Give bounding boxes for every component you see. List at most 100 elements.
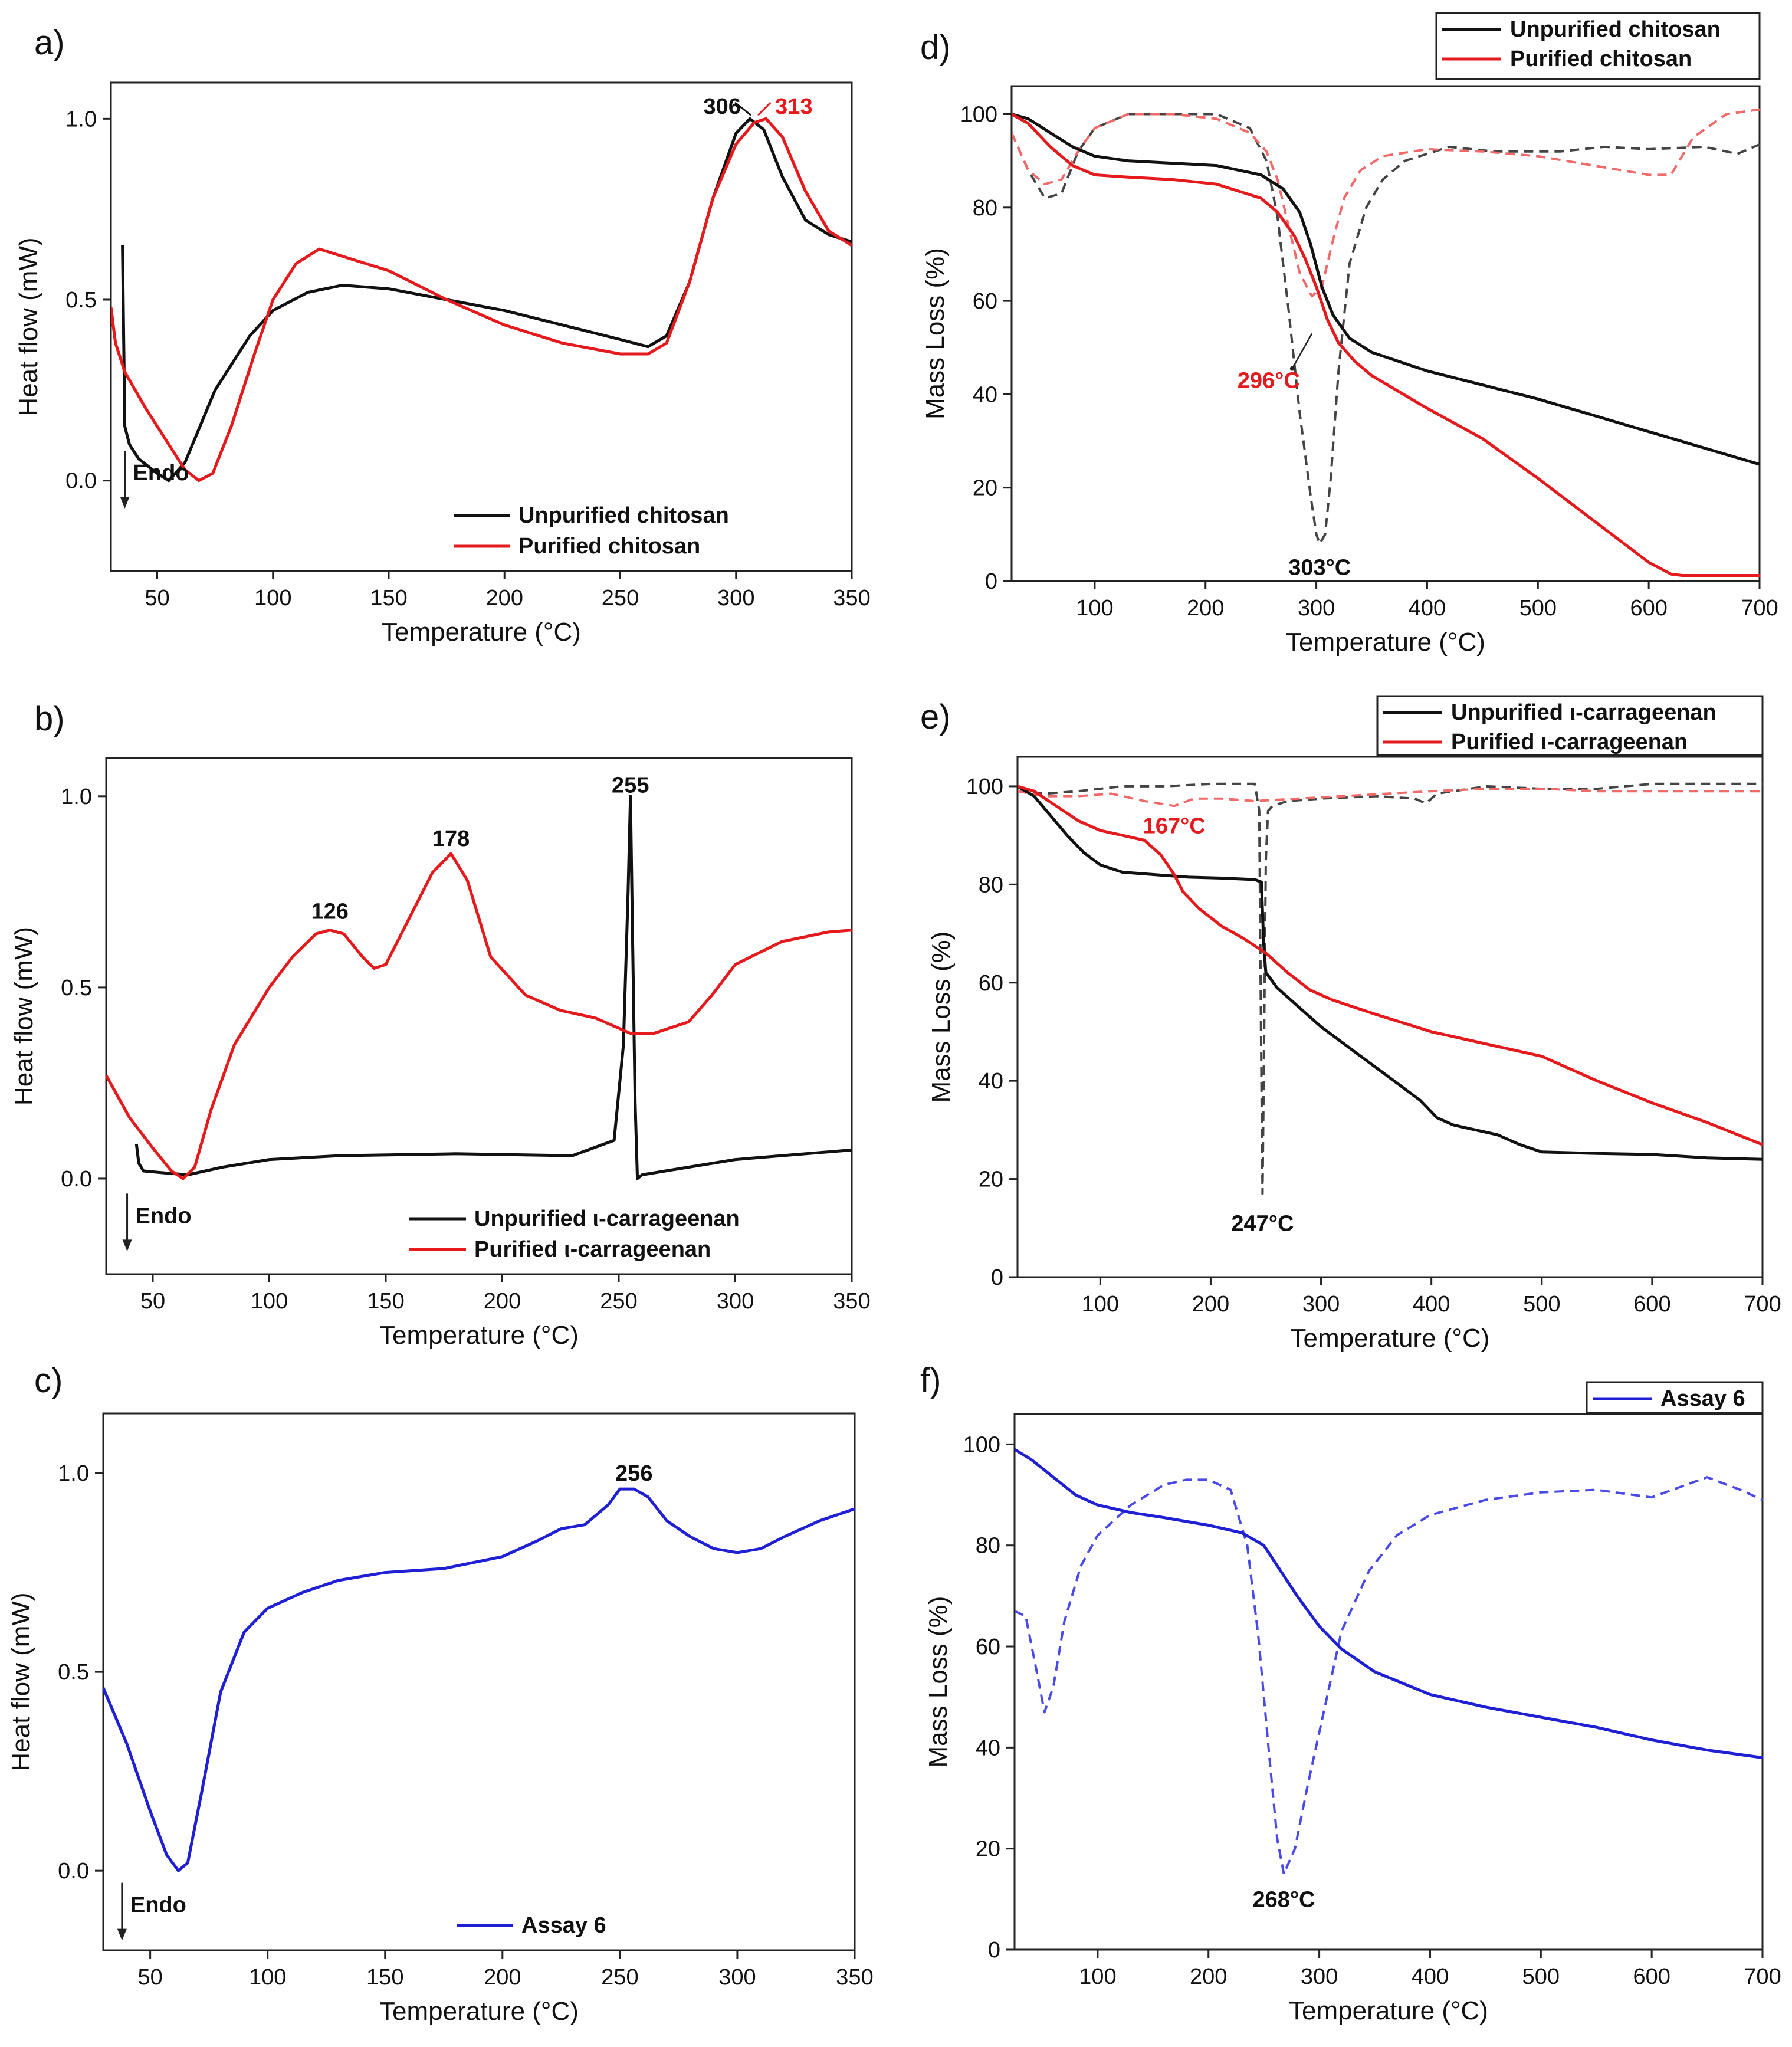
y-tick-label: 0.0 [65, 469, 97, 494]
x-tick-label: 300 [718, 1965, 756, 1990]
series-line-purified-chitosan-dtg [1012, 108, 1760, 298]
legend-label: Purified chitosan [1510, 47, 1692, 71]
x-tick-label: 400 [1409, 596, 1446, 621]
y-tick-label: 0.0 [61, 1167, 92, 1192]
y-tick-label: 80 [976, 1534, 1000, 1559]
x-tick-label: 200 [1187, 596, 1224, 621]
x-tick-label: 100 [254, 586, 291, 611]
legend-box [1376, 695, 1764, 756]
peak-annotation: 296°C [1238, 369, 1300, 393]
x-tick-label: 700 [1744, 1964, 1781, 1989]
y-tick-label: 60 [979, 971, 1003, 996]
series-line-unpurified-carrageenan [134, 795, 852, 1180]
legend-label: Unpurified chitosan [518, 503, 729, 528]
y-axis-title: Mass Loss (%) [921, 248, 950, 419]
plot-frame [1010, 85, 1761, 582]
y-tick-label: 80 [979, 872, 1003, 897]
series-line-unpurified-carrageenan [1018, 785, 1763, 1161]
x-tick-label: 150 [366, 1965, 403, 1990]
plot-frame [1013, 1413, 1764, 1951]
y-tick-label: 20 [973, 476, 997, 501]
plot-frame [110, 81, 853, 572]
y-tick-label: 0 [988, 1938, 1000, 1963]
annotation-arrow-head-icon [1289, 366, 1295, 371]
endo-arrow-head-icon [122, 1239, 132, 1252]
peak-annotation: 268°C [1252, 1887, 1315, 1912]
x-axis-title: Temperature (°C) [379, 1321, 579, 1350]
x-tick-label: 500 [1519, 596, 1557, 621]
y-tick-label: 40 [979, 1069, 1003, 1094]
x-tick-label: 300 [717, 586, 754, 611]
x-tick-label: 50 [145, 586, 169, 611]
y-tick-label: 1.0 [61, 785, 92, 809]
y-tick-label: 100 [960, 102, 997, 127]
panel-d: d) 100 200 300 400 500 600 700 0 20 40 60 80 100 Tempe… [920, 12, 1778, 657]
series-line-unpurified-carrageenan-dtg [1018, 782, 1763, 1195]
x-tick-label: 300 [1302, 1292, 1340, 1317]
x-tick-label: 100 [251, 1289, 288, 1314]
y-tick-label: 0.0 [58, 1859, 89, 1884]
plot-frame [102, 1412, 856, 1951]
y-tick-label: 0 [991, 1265, 1003, 1290]
y-tick-label: 20 [979, 1167, 1003, 1192]
x-tick-label: 200 [484, 1289, 521, 1314]
series-line-purified-carrageenan-dtg [1018, 788, 1763, 808]
x-tick-label: 200 [1190, 1964, 1227, 1989]
x-tick-label: 250 [602, 586, 639, 611]
panel-b: b) 50 100 150 200 250 300 350 0.0 0.5 1.0 Temperatu… [9, 700, 871, 1350]
endo-arrow-head-icon [117, 1928, 127, 1941]
endo-label: Endo [133, 461, 189, 485]
x-tick-label: 700 [1744, 1292, 1781, 1317]
x-tick-label: 100 [1079, 1964, 1116, 1989]
x-tick-label: 600 [1630, 596, 1667, 621]
panel-c: c) 50 100 150 200 250 300 350 0.0 0.5 1.0 Temperatu… [6, 1362, 874, 2026]
peak-annotation: 306 [703, 94, 740, 119]
x-tick-label: 500 [1522, 1964, 1560, 1989]
series-line-purified-chitosan [111, 117, 852, 483]
legend-box [1435, 12, 1761, 80]
y-tick-label: 20 [976, 1837, 1000, 1862]
panel-letter: d) [920, 28, 951, 67]
x-tick-label: 350 [836, 1965, 873, 1990]
x-tick-label: 100 [1082, 1292, 1119, 1317]
endo-arrow-head-icon [120, 497, 130, 509]
plot-frame [1016, 756, 1764, 1278]
panel-e: e) 100 200 300 400 500 600 700 0 20 40 60 80 100 Tempe… [920, 695, 1781, 1353]
x-axis-title: Temperature (°C) [1286, 628, 1485, 657]
legend-label: Purified ι-carrageenan [1451, 730, 1688, 754]
peak-annotation: 126 [311, 899, 348, 924]
y-tick-label: 60 [976, 1635, 1000, 1659]
y-tick-label: 0.5 [58, 1660, 89, 1685]
series-line-unpurified-chitosan [1012, 113, 1760, 466]
x-tick-label: 700 [1741, 596, 1778, 621]
plot-frame [105, 757, 853, 1275]
panel-a: a) 50 100 150 200 250 300 350 0.0 0.5 1.0 Temperatu… [14, 24, 871, 647]
panel-f: f) 100 200 300 400 500 600 700 0 20 40 60 80 100 Tempe… [920, 1362, 1781, 2025]
x-tick-label: 300 [717, 1289, 754, 1314]
y-axis-title: Heat flow (mW) [14, 237, 43, 416]
peak-annotation: 247°C [1231, 1211, 1294, 1236]
peak-annotation: 313 [775, 94, 812, 119]
panel-letter: e) [920, 698, 951, 736]
peak-annotation: 255 [612, 773, 649, 798]
panel-letter: c) [34, 1362, 63, 1400]
x-tick-label: 200 [484, 1965, 521, 1990]
x-tick-label: 300 [1298, 596, 1335, 621]
y-tick-label: 0.5 [61, 976, 92, 1000]
x-tick-label: 350 [833, 1289, 870, 1314]
legend-label: Assay 6 [1660, 1386, 1745, 1411]
peak-annotation: 178 [432, 826, 470, 851]
peak-annotation: 167°C [1143, 813, 1206, 838]
x-tick-label: 150 [370, 586, 407, 611]
legend-label: Purified ι-carrageenan [474, 1237, 711, 1262]
y-tick-label: 1.0 [65, 107, 97, 132]
x-tick-label: 250 [601, 1965, 638, 1990]
legend-label: Purified chitosan [518, 534, 700, 559]
y-tick-label: 40 [973, 382, 997, 407]
x-tick-label: 50 [140, 1289, 165, 1314]
y-axis-title: Heat flow (mW) [6, 1592, 35, 1771]
x-tick-label: 600 [1633, 1292, 1670, 1317]
panel-letter: f) [920, 1362, 941, 1400]
y-tick-label: 0 [985, 569, 997, 594]
